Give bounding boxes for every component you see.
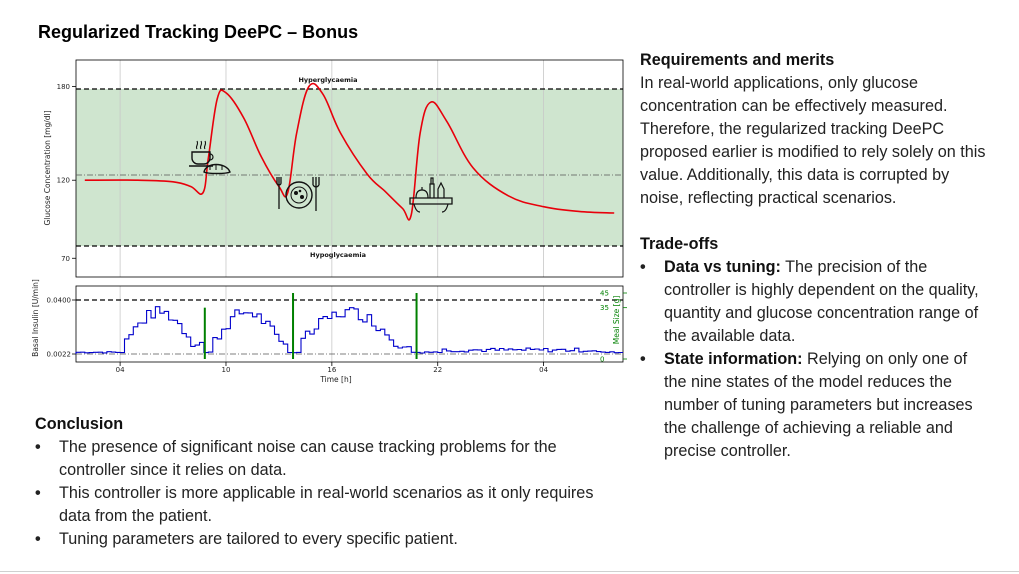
time-x-axis-label: Time [h] — [319, 375, 351, 384]
tradeoff-term: Data vs tuning: — [664, 258, 781, 276]
tradeoff-item: State information: Relying on only one o… — [640, 348, 990, 463]
glucose-y-tick-label: 180 — [57, 83, 70, 91]
glucose-plot-frame — [75, 59, 624, 278]
hyperglycaemia-label: Hyperglycaemia — [298, 76, 357, 84]
time-x-tick-label: 04 — [539, 366, 548, 374]
slide-title: Regularized Tracking DeePC – Bonus — [38, 22, 359, 42]
time-x-tick-label: 10 — [222, 366, 231, 374]
meal-y-tick-label: 45 — [600, 290, 609, 298]
insulin-plot-frame — [75, 285, 624, 363]
glucose-insulin-figure: Hyperglycaemia Hypoglycaemia 70 120 180 Gl… — [28, 55, 628, 390]
conclusion-item: This controller is more applicable in re… — [35, 482, 595, 528]
glucose-plot: Hyperglycaemia Hypoglycaemia 70 120 180 Gl… — [43, 59, 624, 278]
requirements-text: In real-world applications, only glucose… — [640, 74, 986, 207]
glucose-y-tick-label: 70 — [61, 255, 70, 263]
insulin-y-tick-label: 0.0022 — [47, 351, 72, 359]
dinner-table-icon — [409, 177, 453, 213]
meal-y-tick-label: 0 — [600, 356, 604, 364]
tradeoffs-list: Data vs tuning: The precision of the con… — [640, 256, 990, 463]
tradeoff-text: The precision of the controller is highl… — [664, 258, 979, 345]
tradeoff-text: Relying on only one of the nine states o… — [664, 350, 973, 460]
insulin-y-axis-label: Basal Insulin [U/min] — [31, 279, 40, 357]
meal-y-axis-label: Meal Size [g] — [612, 296, 621, 345]
coffee-croissant-icon — [189, 140, 231, 175]
glucose-y-axis-label: Glucose Concentration [mg/dl] — [43, 110, 52, 225]
meal-y-tick-label: 35 — [600, 304, 609, 312]
time-x-tick-label: 22 — [433, 366, 442, 374]
conclusion-heading: Conclusion — [35, 415, 124, 433]
requirements-panel: Requirements and merits In real-world ap… — [640, 49, 990, 463]
insulin-series-line — [75, 306, 623, 354]
conclusion-item: The presence of significant noise can ca… — [35, 436, 595, 482]
conclusion-item: Tuning parameters are tailored to every … — [35, 528, 595, 551]
requirements-heading: Requirements and merits — [640, 51, 835, 69]
insulin-plot: 0.0022 0.0400 04 10 16 22 04 0 35 45 Basal Insu… — [31, 279, 627, 384]
tradeoffs-heading: Trade-offs — [640, 235, 719, 253]
glucose-y-tick-label: 120 — [57, 177, 70, 185]
tradeoff-term: State information: — [664, 350, 803, 368]
conclusion-panel: Conclusion The presence of significant n… — [35, 413, 595, 551]
slide-footer-line — [0, 571, 1019, 572]
time-x-tick-label: 04 — [116, 366, 125, 374]
conclusion-list: The presence of significant noise can ca… — [35, 436, 595, 551]
glucose-series-line — [84, 82, 615, 221]
hypoglycaemia-label: Hypoglycaemia — [310, 251, 366, 259]
safe-range-band — [76, 89, 623, 246]
tradeoff-item: Data vs tuning: The precision of the con… — [640, 256, 990, 348]
time-x-tick-label: 16 — [327, 366, 336, 374]
insulin-y-tick-label: 0.0400 — [47, 297, 72, 305]
lunch-plate-icon — [276, 177, 320, 211]
